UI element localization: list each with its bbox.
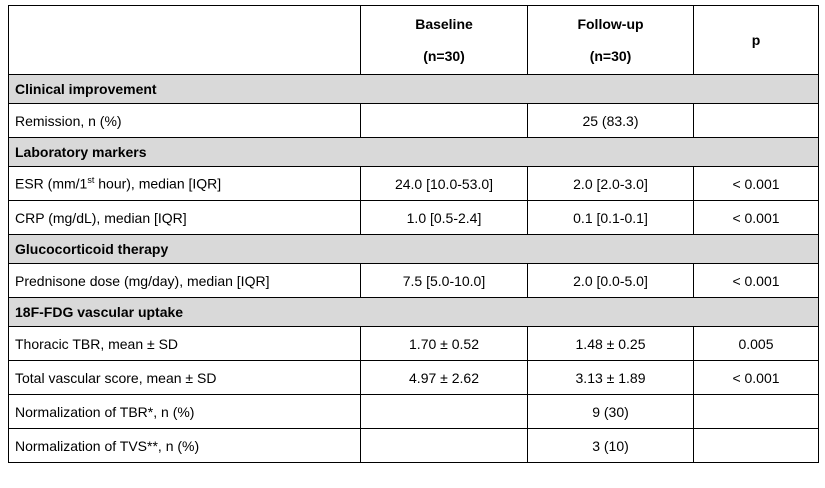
value-cell: 1.70 ± 0.52 — [360, 326, 528, 361]
value-cell: 25 (83.3) — [527, 103, 694, 138]
data-row: Normalization of TVS**, n (%) 3 (10) — [8, 428, 819, 463]
section-row: Laboratory markers — [8, 137, 819, 167]
value-cell: 2.0 [2.0-3.0] — [527, 166, 694, 201]
value-cell: < 0.001 — [693, 200, 819, 235]
header-text: Follow-up — [577, 16, 644, 32]
results-table: Baseline (n=30) Follow-up (n=30) p Clinical i… — [8, 5, 819, 463]
value-cell: 0.005 — [693, 326, 819, 361]
empty-cell — [360, 428, 528, 463]
value-cell: < 0.001 — [693, 360, 819, 395]
row-label: Normalization of TVS**, n (%) — [8, 428, 361, 463]
value-cell: 1.0 [0.5-2.4] — [360, 200, 528, 235]
header-text: (n=30) — [423, 48, 465, 64]
value-cell: 7.5 [5.0-10.0] — [360, 263, 528, 298]
value-cell: 24.0 [10.0-53.0] — [360, 166, 528, 201]
section-row: 18F-FDG vascular uptake — [8, 297, 819, 327]
value-cell: 1.48 ± 0.25 — [527, 326, 694, 361]
value-cell: 0.1 [0.1-0.1] — [527, 200, 694, 235]
data-row: Total vascular score, mean ± SD 4.97 ± 2.… — [8, 360, 819, 395]
row-label: Remission, n (%) — [8, 103, 361, 138]
data-row: Remission, n (%) 25 (83.3) — [8, 103, 819, 138]
empty-cell — [693, 103, 819, 138]
data-row: Thoracic TBR, mean ± SD 1.70 ± 0.52 1.48 ±… — [8, 326, 819, 361]
value-cell: 2.0 [0.0-5.0] — [527, 263, 694, 298]
value-cell: 4.97 ± 2.62 — [360, 360, 528, 395]
label-part: ESR (mm/1 — [15, 175, 88, 192]
row-label: Normalization of TBR*, n (%) — [8, 394, 361, 429]
data-row: CRP (mg/dL), median [IQR] 1.0 [0.5-2.4] 0.… — [8, 200, 819, 235]
section-row: Glucocorticoid therapy — [8, 234, 819, 264]
data-row: Prednisone dose (mg/day), median [IQR] 7.… — [8, 263, 819, 298]
row-label: Prednisone dose (mg/day), median [IQR] — [8, 263, 361, 298]
value-cell: < 0.001 — [693, 166, 819, 201]
header-cell: Baseline (n=30) — [360, 5, 528, 75]
row-label: ESR (mm/1st hour), median [IQR] — [8, 166, 361, 201]
section-cell: 18F-FDG vascular uptake — [8, 297, 819, 327]
table-body: Baseline (n=30) Follow-up (n=30) p Clinical i… — [8, 5, 819, 463]
row-label: Thoracic TBR, mean ± SD — [8, 326, 361, 361]
empty-cell — [693, 428, 819, 463]
header-row: Baseline (n=30) Follow-up (n=30) p — [8, 5, 819, 75]
value-cell: 3.13 ± 1.89 — [527, 360, 694, 395]
section-cell: Clinical improvement — [8, 74, 819, 104]
empty-cell — [360, 103, 528, 138]
header-cell: Follow-up (n=30) — [527, 5, 694, 75]
value-cell: < 0.001 — [693, 263, 819, 298]
header-text: Baseline — [415, 16, 473, 32]
section-cell: Glucocorticoid therapy — [8, 234, 819, 264]
value-cell: 9 (30) — [527, 394, 694, 429]
header-cell — [8, 5, 361, 75]
row-label: Total vascular score, mean ± SD — [8, 360, 361, 395]
label-part: hour), median [IQR] — [94, 175, 222, 192]
section-row: Clinical improvement — [8, 74, 819, 104]
header-text: p — [751, 32, 761, 48]
section-cell: Laboratory markers — [8, 137, 819, 167]
value-cell: 3 (10) — [527, 428, 694, 463]
header-text: (n=30) — [589, 48, 632, 64]
empty-cell — [693, 394, 819, 429]
data-row: Normalization of TBR*, n (%) 9 (30) — [8, 394, 819, 429]
label-part: st — [87, 175, 95, 186]
row-label: CRP (mg/dL), median [IQR] — [8, 200, 361, 235]
header-cell: p — [693, 5, 819, 75]
data-row: ESR (mm/1st hour), median [IQR] 24.0 [10.… — [8, 166, 819, 201]
empty-cell — [360, 394, 528, 429]
